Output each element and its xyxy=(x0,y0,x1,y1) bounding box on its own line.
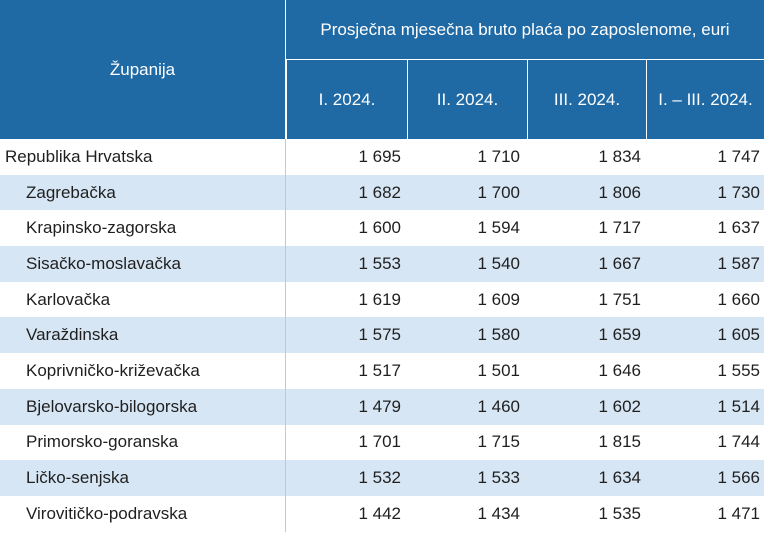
salary-value: 1 717 xyxy=(598,218,641,238)
period-header-feb: II. 2024. xyxy=(407,60,527,139)
salary-value: 1 602 xyxy=(598,396,641,416)
salary-value: 1 715 xyxy=(477,432,520,452)
salary-value: 1 609 xyxy=(477,289,520,309)
salary-value: 1 555 xyxy=(717,360,760,380)
salary-group-header: Prosječna mjesečna bruto plaća po zaposl… xyxy=(286,0,764,60)
table-header: Županija Prosječna mjesečna bruto plaća … xyxy=(0,0,764,139)
table-row: Bjelovarsko-bilogorska 1 479 1 460 1 602… xyxy=(0,388,764,425)
period-header-q1: I. – III. 2024. xyxy=(646,60,764,139)
salary-value: 1 600 xyxy=(358,218,401,238)
table-row: Ličko-senjska 1 532 1 533 1 634 1 566 xyxy=(0,460,764,496)
salary-value: 1 580 xyxy=(477,325,520,345)
county-name: Zagrebačka xyxy=(0,174,286,211)
salary-value: 1 514 xyxy=(717,396,760,416)
table-row: Republika Hrvatska 1 695 1 710 1 834 1 7… xyxy=(0,139,764,175)
county-column-header: Županija xyxy=(0,0,286,139)
salary-value: 1 460 xyxy=(477,396,520,416)
salary-value: 1 747 xyxy=(717,146,760,166)
table-row: Sisačko-moslavačka 1 553 1 540 1 667 1 5… xyxy=(0,246,764,282)
salary-value: 1 594 xyxy=(477,218,520,238)
salary-value: 1 646 xyxy=(598,360,641,380)
salary-value: 1 634 xyxy=(598,468,641,488)
salary-value: 1 730 xyxy=(717,182,760,202)
salary-value: 1 532 xyxy=(358,468,401,488)
salary-value: 1 575 xyxy=(358,325,401,345)
county-name: Koprivničko-križevačka xyxy=(0,353,286,389)
salary-value: 1 710 xyxy=(477,146,520,166)
salary-value: 1 479 xyxy=(358,396,401,416)
salary-value: 1 553 xyxy=(358,253,401,273)
table-row: Zagrebačka 1 682 1 700 1 806 1 730 xyxy=(0,174,764,211)
salary-value: 1 540 xyxy=(477,253,520,273)
salary-value: 1 660 xyxy=(717,289,760,309)
county-name: Virovitičko-podravska xyxy=(0,495,286,532)
salary-value: 1 806 xyxy=(598,182,641,202)
salary-value: 1 566 xyxy=(717,468,760,488)
period-header-jan: I. 2024. xyxy=(286,60,407,139)
county-name: Karlovačka xyxy=(0,281,286,318)
salary-value: 1 605 xyxy=(717,325,760,345)
salary-value: 1 471 xyxy=(717,503,760,523)
county-name: Krapinsko-zagorska xyxy=(0,210,286,247)
salary-value: 1 751 xyxy=(598,289,641,309)
period-header-mar: III. 2024. xyxy=(527,60,646,139)
county-name: Bjelovarsko-bilogorska xyxy=(0,388,286,425)
salary-value: 1 744 xyxy=(717,432,760,452)
salary-value: 1 533 xyxy=(477,468,520,488)
salary-value: 1 667 xyxy=(598,253,641,273)
table-row: Primorsko-goranska 1 701 1 715 1 815 1 7… xyxy=(0,424,764,461)
salary-value: 1 517 xyxy=(358,360,401,380)
county-name: Ličko-senjska xyxy=(0,460,286,496)
table-row: Karlovačka 1 619 1 609 1 751 1 660 xyxy=(0,281,764,318)
salary-value: 1 434 xyxy=(477,503,520,523)
table-row: Virovitičko-podravska 1 442 1 434 1 535 … xyxy=(0,495,764,532)
county-name: Republika Hrvatska xyxy=(0,139,286,175)
salary-value: 1 619 xyxy=(358,289,401,309)
salary-value: 1 442 xyxy=(358,503,401,523)
table-body: Republika Hrvatska 1 695 1 710 1 834 1 7… xyxy=(0,139,764,532)
salary-value: 1 700 xyxy=(477,182,520,202)
salary-value: 1 695 xyxy=(358,146,401,166)
salary-value: 1 815 xyxy=(598,432,641,452)
salary-value: 1 637 xyxy=(717,218,760,238)
salary-value: 1 701 xyxy=(358,432,401,452)
salary-value: 1 587 xyxy=(717,253,760,273)
county-name: Primorsko-goranska xyxy=(0,424,286,461)
table-row: Varaždinska 1 575 1 580 1 659 1 605 xyxy=(0,317,764,354)
county-name: Sisačko-moslavačka xyxy=(0,246,286,282)
county-name: Varaždinska xyxy=(0,317,286,354)
salary-value: 1 535 xyxy=(598,503,641,523)
salary-value: 1 834 xyxy=(598,146,641,166)
table-row: Krapinsko-zagorska 1 600 1 594 1 717 1 6… xyxy=(0,210,764,247)
salary-value: 1 501 xyxy=(477,360,520,380)
salary-value: 1 659 xyxy=(598,325,641,345)
salary-value: 1 682 xyxy=(358,182,401,202)
table-row: Koprivničko-križevačka 1 517 1 501 1 646… xyxy=(0,353,764,389)
